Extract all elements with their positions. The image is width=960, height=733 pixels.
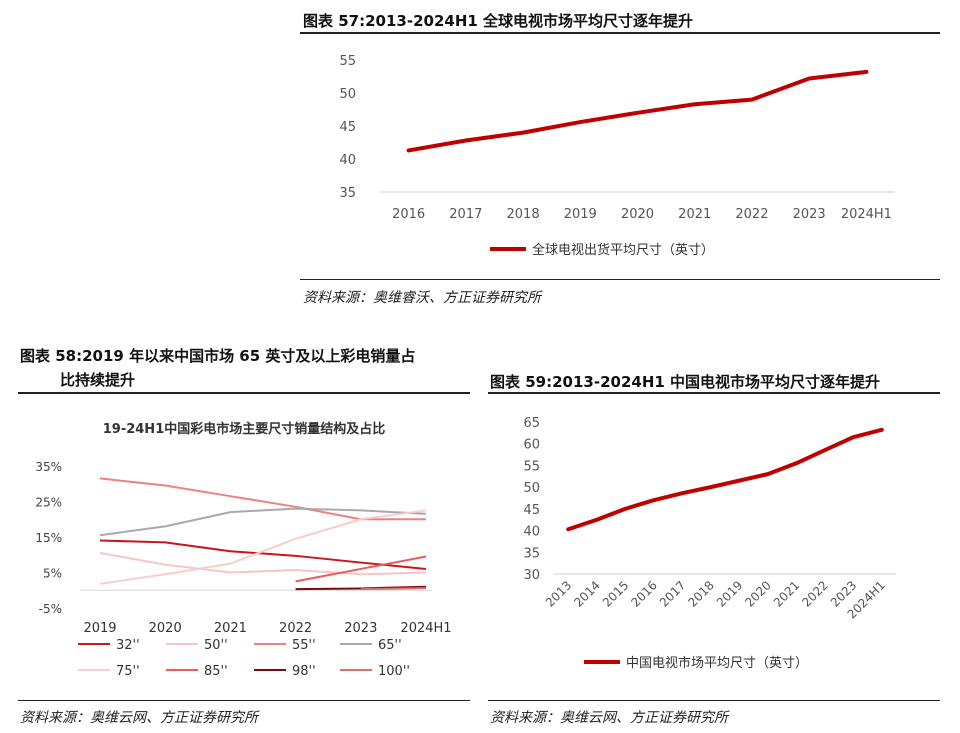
legend-label: 65'' [378,638,402,653]
y-tick-label: 35% [35,460,62,474]
y-tick-label: 35 [523,546,540,561]
y-tick-label: 65 [523,416,540,431]
x-tick-label: 2016 [392,207,425,222]
y-tick-label: 45 [339,120,356,135]
y-tick-label: 55 [339,54,356,69]
x-tick-label: 2020 [621,207,654,222]
chart58-source: 资料来源：奥维云网、方正证券研究所 [20,710,258,726]
y-tick-label: 55 [523,459,540,474]
x-tick-label: 2023 [344,621,377,636]
chart58-title-line2: 比持续提升 [60,371,136,389]
x-tick-label: 2019 [714,578,745,609]
y-tick-label: 50 [339,87,356,102]
chart59-source: 资料来源：奥维云网、方正证券研究所 [490,710,728,726]
chart57-source: 资料来源：奥维睿沃、方正证券研究所 [303,290,541,306]
chart59-title: 图表 59:2013-2024H1 中国电视市场平均尺寸逐年提升 [490,373,881,391]
x-tick-label: 2022 [279,621,312,636]
x-tick-label: 2020 [742,578,773,609]
x-tick-label: 2021 [678,207,711,222]
chart57-top-rule [300,32,940,34]
x-tick-label: 2017 [657,578,688,609]
chart58-bottom-rule [18,700,470,701]
legend-label: 全球电视出货平均尺寸（英寸） [532,242,714,258]
x-tick-label: 2022 [735,207,768,222]
x-tick-label: 2020 [149,621,182,636]
series-line-75in [99,509,427,585]
legend-label: 55'' [292,638,316,653]
chart57-title: 图表 57:2013-2024H1 全球电视市场平均尺寸逐年提升 [303,12,694,30]
series-line-china-avg-size [566,427,884,532]
x-tick-label: 2016 [628,578,659,609]
series-line-32in [99,539,427,570]
x-tick-label: 2017 [449,207,482,222]
y-tick-label: 40 [523,525,540,540]
legend-label: 50'' [204,638,228,653]
y-tick-label: -5% [39,602,62,616]
x-tick-label: 2022 [799,578,830,609]
series-line-65in [99,507,427,537]
x-tick-label: 2024H1 [400,621,451,636]
y-tick-label: 25% [35,496,62,510]
legend-label: 中国电视市场平均尺寸（英寸） [626,655,808,671]
x-tick-label: 2014 [571,578,602,609]
series-line-global-avg-size [406,69,869,153]
y-tick-label: 40 [339,153,356,168]
x-tick-label: 2013 [543,578,574,609]
y-tick-label: 35 [339,186,356,201]
x-tick-label: 2018 [507,207,540,222]
chart59-top-rule [488,392,940,394]
y-tick-label: 30 [523,568,540,583]
chart59-bottom-rule [488,700,940,701]
legend-label: 32'' [116,638,140,653]
chart57-svg: 35 40 45 50 55 2016 2017 2018 2019 2020 2021 2022 20… [339,54,895,258]
legend-label: 100'' [378,664,410,679]
series-line-50in [99,551,427,576]
x-tick-label: 2023 [793,207,826,222]
chart59-svg: 30 35 40 45 50 55 60 65 201320142015201620172018… [523,416,896,671]
y-tick-label: 60 [523,438,540,453]
series-line-100in [360,587,427,591]
y-tick-label: 5% [43,567,62,581]
y-tick-label: 50 [523,481,540,496]
x-tick-label: 2021 [771,578,802,609]
legend-label: 85'' [204,664,228,679]
x-tick-label: 2018 [685,578,716,609]
y-tick-label: 15% [35,531,62,545]
x-tick-label: 2019 [83,621,116,636]
chart58-title-line1: 图表 58:2019 年以来中国市场 65 英寸及以上彩电销量占 [20,347,416,365]
chart58-svg: 19-24H1中国彩电市场主要尺寸销量结构及占比 35% 25% 15% 5% -5% 20… [35,421,451,679]
chart57-bottom-rule [300,279,940,280]
legend-label: 98'' [292,664,316,679]
x-tick-label: 2015 [600,578,631,609]
x-tick-label: 2021 [214,621,247,636]
chart-title: 19-24H1中国彩电市场主要尺寸销量结构及占比 [103,421,386,437]
chart58-top-rule [18,392,470,394]
x-tick-label: 2024H1 [841,207,892,222]
x-tick-label: 2019 [564,207,597,222]
series-line-55in [99,477,426,521]
y-tick-label: 45 [523,503,540,518]
legend-label: 75'' [116,664,140,679]
